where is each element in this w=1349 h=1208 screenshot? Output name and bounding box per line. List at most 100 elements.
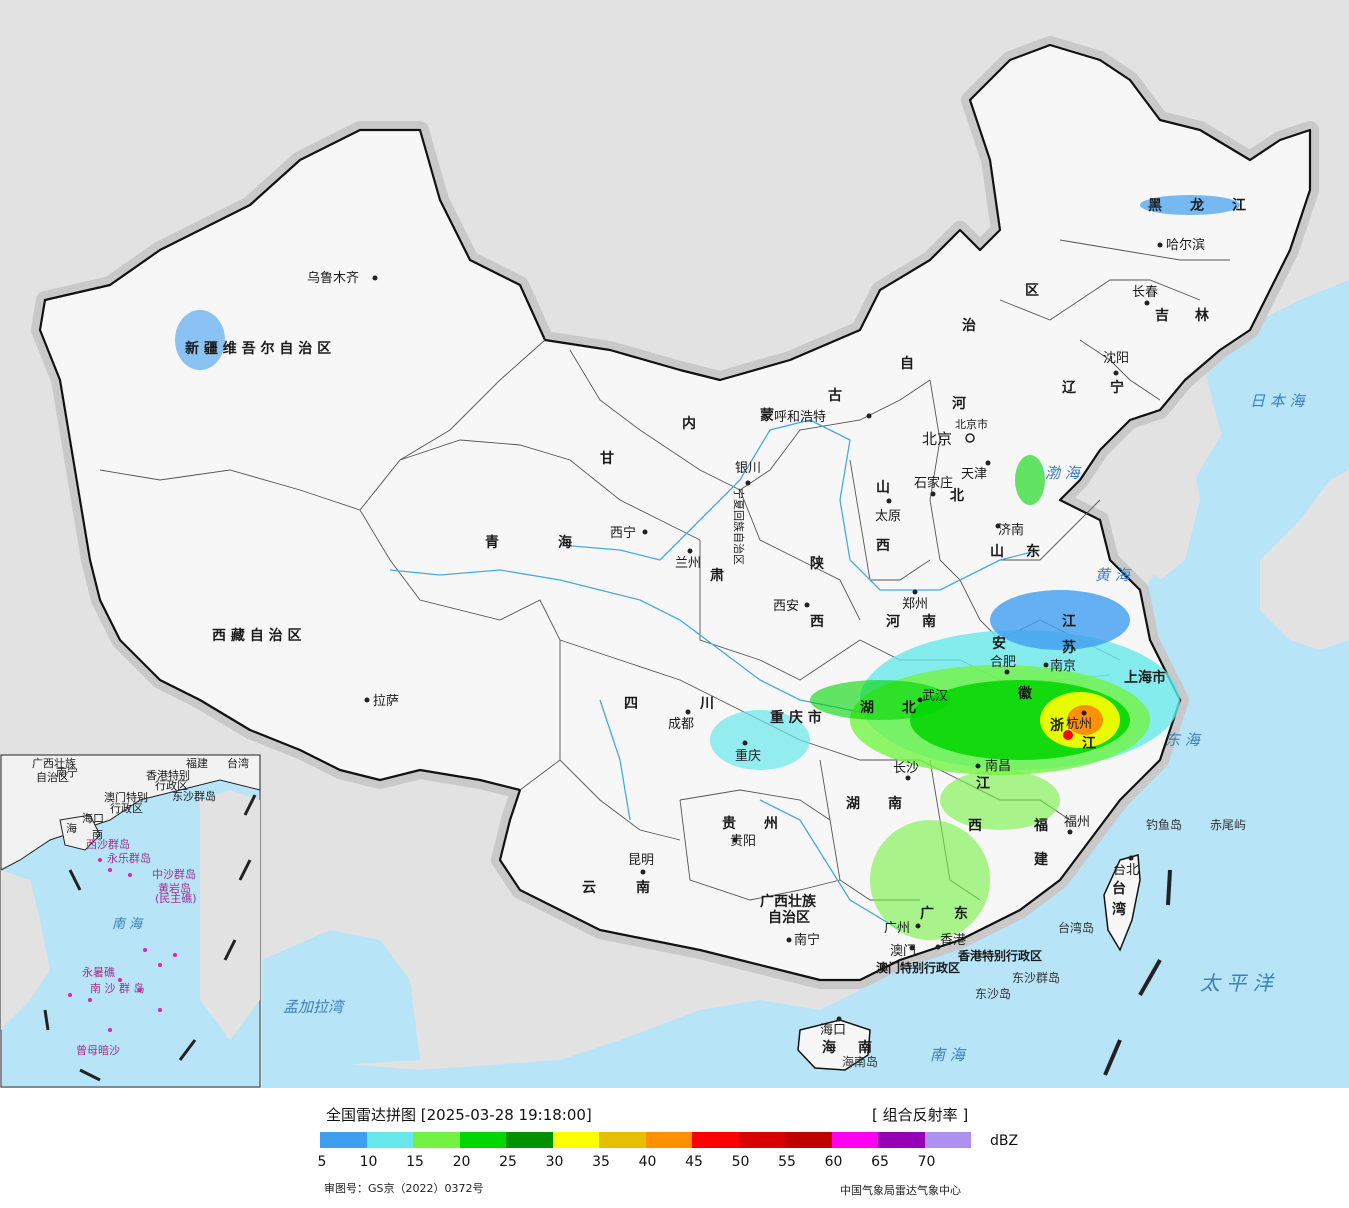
scale-tick-5: 5	[317, 1154, 327, 1170]
echo-hubei	[810, 680, 950, 720]
city-guiyang: 贵阳	[730, 834, 756, 849]
color-swatch-12	[878, 1132, 925, 1148]
prov-shandong-1: 山	[990, 544, 1004, 560]
inset-taiwan: 台湾	[227, 756, 249, 770]
prov-hainan-1: 海	[822, 1039, 836, 1056]
prov-guizhou-2: 州	[763, 816, 778, 832]
scale-tick-70: 70	[917, 1154, 936, 1170]
inset-huangyan-2: (民主礁)	[155, 891, 197, 905]
sea-label-bohai: 渤 海	[1045, 464, 1082, 482]
scale-tick-30: 30	[545, 1154, 564, 1170]
product-name: [ 组合反射率 ]	[872, 1106, 969, 1124]
sea-label-riben: 日 本 海	[1250, 392, 1307, 410]
prov-fujian-2: 建	[1034, 851, 1048, 868]
city-zhengzhou: 郑州	[902, 597, 928, 612]
prov-taiwan-1: 台	[1112, 880, 1126, 897]
inset-nanning: 南宁	[56, 765, 78, 779]
scale-tick-65: 65	[871, 1154, 889, 1170]
unit-label: dBZ	[990, 1133, 1019, 1149]
city-haerbin: 哈尔滨	[1166, 237, 1205, 253]
city-urumqi: 乌鲁木齐	[307, 270, 359, 286]
radar-map: 日 本 海 渤 海 黄 海 东 海 太 平 洋 南 海 孟加拉湾 新 疆 维 吾…	[0, 0, 1349, 1088]
rivers	[389, 419, 1111, 931]
inset-hainan-1: 海	[66, 821, 77, 835]
city-xining: 西宁	[610, 525, 636, 541]
echo-red	[1063, 730, 1073, 740]
city-jinan: 济南	[998, 522, 1024, 538]
prov-guangxi-1: 广西壮族	[760, 893, 817, 910]
city-guangzhou: 广州	[884, 921, 910, 936]
color-swatch-11	[831, 1132, 878, 1148]
scale-tick-15: 15	[406, 1154, 424, 1170]
inset-yongle: 永乐群岛	[107, 851, 151, 865]
prov-henan-1: 河	[886, 613, 900, 630]
prov-aomen: 澳门特别行政区	[876, 960, 960, 975]
inset-zhongsha: 中沙群岛	[152, 867, 196, 881]
radar-echoes	[175, 195, 1240, 940]
island-taiwan-dao: 台湾岛	[1058, 920, 1094, 935]
echo-south	[870, 820, 990, 940]
inset-guangxi-2: 自治区	[36, 770, 69, 784]
prov-qinghai-2: 海	[558, 534, 572, 551]
prov-hlj-2: 龙	[1189, 197, 1204, 214]
city-xian: 西安	[773, 599, 799, 614]
prov-jilin-1: 吉	[1155, 307, 1169, 324]
sea-label-donghai: 东 海	[1165, 731, 1202, 749]
prov-nmg-5: 治	[962, 317, 976, 334]
radar-title: 全国雷达拼图 [2025-03-28 19:18:00]	[326, 1106, 592, 1124]
prov-zhejiang-2: 江	[1082, 735, 1096, 752]
scale-tick-20: 20	[452, 1154, 471, 1170]
color-swatch-1	[366, 1132, 413, 1148]
prov-henan-2: 南	[922, 613, 936, 630]
inset-xianggang: 香港特别	[146, 768, 190, 782]
prov-yunnan-2: 南	[636, 879, 650, 896]
city-hangzhou: 杭州	[1066, 717, 1092, 732]
prov-anhui-2: 徽	[1017, 685, 1033, 702]
city-nanjing: 南京	[1050, 658, 1076, 674]
scale-tick-55: 55	[778, 1154, 796, 1170]
maritime-dashes	[1103, 869, 1172, 1076]
color-swatch-10	[785, 1132, 832, 1148]
city-lhasa: 拉萨	[373, 694, 399, 709]
province-boundaries	[99, 239, 1230, 901]
approval-number: 审图号：GS京（2022）0372号	[324, 1182, 484, 1195]
inset-dongsha: 东沙群岛	[172, 789, 216, 803]
echo-orange	[1067, 705, 1103, 735]
city-markers	[364, 242, 1163, 1022]
prov-shanxi-2: 西	[876, 538, 890, 554]
prov-ln-2: 宁	[1110, 379, 1124, 396]
prov-hebei-1: 河	[952, 395, 966, 412]
city-aomen: 澳门	[890, 943, 916, 959]
prov-guangxi-2: 自治区	[768, 909, 810, 926]
city-chongqing: 重庆	[735, 748, 761, 764]
city-kunming: 昆明	[628, 853, 654, 868]
city-shenyang: 沈阳	[1103, 351, 1129, 366]
prov-nmg-6: 区	[1025, 283, 1039, 299]
prov-ln-1: 辽	[1062, 380, 1077, 396]
island-dongsha-dao: 东沙岛	[975, 986, 1011, 1001]
scale-tick-60: 60	[824, 1154, 843, 1170]
city-yinchuan: 银川	[735, 461, 761, 476]
inset-xisha: 西沙群岛	[86, 837, 130, 851]
sea-label-huanghai: 黄 海	[1095, 566, 1132, 584]
scale-tick-10: 10	[359, 1154, 378, 1170]
city-lanzhou: 兰州	[675, 556, 701, 571]
prov-hubei-1: 湖	[860, 700, 874, 716]
prov-yunnan-1: 云	[582, 880, 596, 896]
scale-tick-45: 45	[685, 1154, 703, 1170]
inset-nansha: 南 沙 群 岛	[90, 981, 145, 995]
city-beijing: 北京	[922, 430, 952, 448]
prov-nmg-4: 自	[900, 355, 914, 372]
color-swatch-3	[459, 1132, 506, 1148]
echo-south2	[940, 770, 1060, 830]
prov-gansu-2: 肃	[710, 567, 724, 584]
inset-zengmu: 曾母暗沙	[76, 1043, 120, 1057]
hainan-island	[797, 1019, 871, 1071]
prov-jiangsu-1: 江	[1062, 613, 1076, 630]
prov-jiangsu-2: 苏	[1062, 639, 1076, 656]
prov-xianggang: 香港特别行政区	[957, 948, 1042, 963]
inset-haikou: 海口	[82, 811, 104, 825]
prov-guizhou-1: 贵	[722, 815, 736, 832]
inset-hainan-2: 南	[92, 828, 103, 841]
echo-shandong	[1015, 455, 1045, 505]
